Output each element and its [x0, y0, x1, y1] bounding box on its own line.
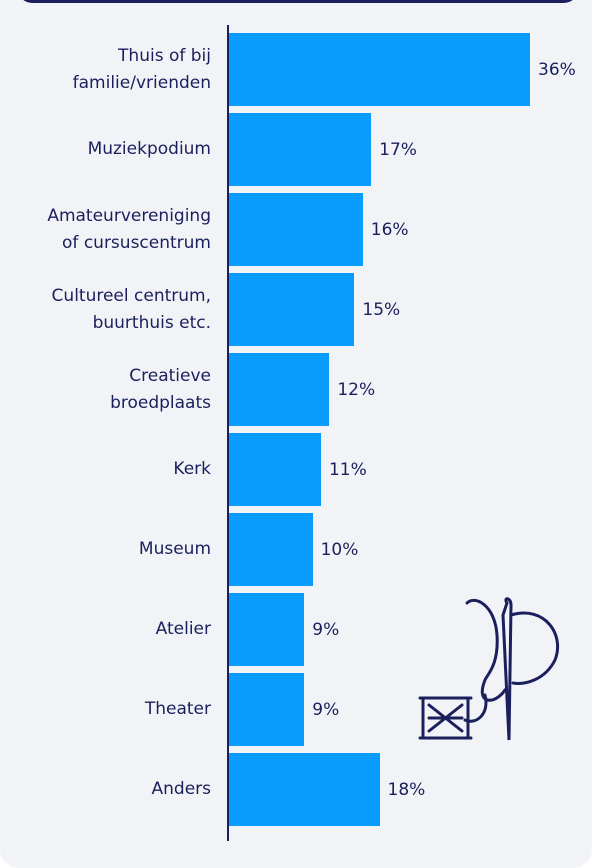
category-label: Kerk — [173, 459, 211, 479]
category-label: Anders — [151, 779, 212, 799]
bar — [229, 353, 330, 426]
category-label: Atelier — [155, 619, 211, 639]
header-edge — [18, 0, 578, 3]
value-label: 11% — [328, 459, 367, 480]
bar — [229, 113, 372, 186]
bar — [229, 193, 363, 266]
category-label: Theater — [144, 699, 211, 719]
value-label: 9% — [312, 699, 340, 720]
value-label: 12% — [337, 379, 376, 400]
bar — [229, 433, 321, 506]
category-label: Amateurvereniging of cursuscentrum — [47, 205, 211, 253]
category-label: Creatieve broedplaats — [110, 365, 211, 413]
bar — [229, 593, 305, 666]
value-label: 17% — [379, 139, 417, 160]
bar — [229, 753, 380, 826]
bar — [229, 273, 355, 346]
axis-line — [227, 25, 229, 841]
category-label: Thuis of bij familie/vrienden — [72, 45, 211, 93]
bar — [229, 33, 530, 106]
category-label: Muziekpodium — [87, 139, 211, 159]
bar — [229, 513, 313, 586]
value-label: 16% — [370, 219, 409, 240]
category-label: Cultureel centrum, buurthuis etc. — [51, 285, 211, 333]
value-label: 18% — [387, 779, 426, 800]
category-label: Museum — [138, 539, 211, 559]
value-label: 9% — [312, 619, 340, 640]
value-label: 36% — [538, 59, 576, 80]
bar — [229, 673, 305, 746]
value-label: 10% — [320, 539, 359, 560]
value-label: 15% — [362, 299, 401, 320]
sewing-icon — [418, 597, 560, 741]
